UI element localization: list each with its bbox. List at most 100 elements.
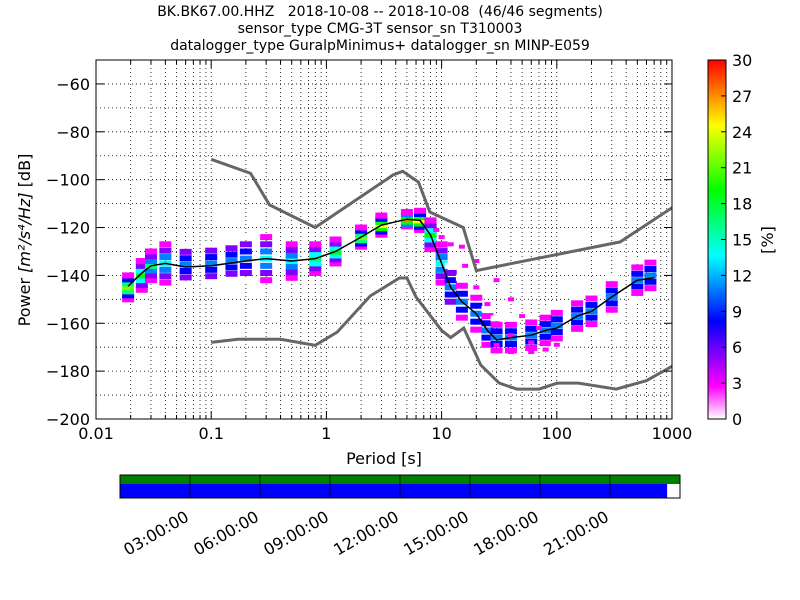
psd-cell	[585, 301, 598, 308]
psd-cell	[525, 351, 538, 358]
y-axis-label-suffix: [dB]	[15, 154, 34, 193]
colorbar-tick-label: 30	[732, 51, 752, 70]
psd-cell	[309, 260, 322, 267]
psd-cell	[605, 306, 618, 313]
psd-cell	[122, 276, 135, 283]
outlier-track	[433, 227, 535, 345]
coverage-tick-label: 15:00:00	[400, 507, 472, 559]
psd-cell	[329, 244, 342, 251]
psd-cell	[585, 314, 598, 321]
psd-cell	[205, 279, 218, 286]
psd-cell	[444, 262, 457, 269]
x-tick-label: 1	[321, 424, 331, 443]
psd-cell	[205, 260, 218, 267]
psd-cell	[135, 258, 148, 265]
psd-cell	[504, 321, 517, 328]
psd-cell	[285, 252, 298, 259]
psd-cell	[490, 353, 503, 360]
x-tick-label: 0.1	[198, 424, 223, 443]
colorbar-tick-label: 27	[732, 87, 752, 106]
colorbar-tick-label: 6	[732, 338, 742, 357]
outlier-cell	[458, 244, 465, 249]
psd-cell	[631, 258, 644, 265]
psd-cell	[135, 272, 148, 279]
x-tick-label: 1000	[652, 424, 693, 443]
outlier-cell	[473, 285, 480, 290]
psd-cell	[122, 288, 135, 295]
coverage-tick-label: 18:00:00	[470, 507, 542, 559]
psd-cell	[550, 329, 563, 336]
psd-cell	[539, 314, 552, 321]
psd-cell	[309, 265, 322, 272]
psd-cell	[122, 272, 135, 279]
psd-cell	[444, 305, 457, 312]
psd-cell	[260, 241, 273, 248]
psd-cell	[444, 298, 457, 305]
psd-cell	[375, 215, 388, 222]
psd-cell	[205, 273, 218, 280]
psd-cell	[605, 274, 618, 281]
psd-cell	[309, 250, 322, 257]
psd-cell	[122, 284, 135, 291]
psd-cell	[309, 270, 322, 277]
psd-cell	[239, 262, 252, 269]
psd-cell	[435, 241, 448, 248]
psd-cell	[159, 247, 172, 254]
psd-cell	[309, 246, 322, 253]
psd-cell	[375, 225, 388, 232]
psd-cell	[539, 333, 552, 340]
psd-cell	[444, 291, 457, 298]
psd-cell	[179, 242, 192, 249]
psd-cell	[329, 260, 342, 267]
psd-cell	[644, 259, 657, 266]
y-axis-label-units: [m²/s⁴/Hz]	[15, 192, 34, 272]
psd-cell	[631, 283, 644, 290]
psd-cell	[239, 234, 252, 241]
psd-cell	[414, 223, 427, 230]
psd-cell	[571, 325, 584, 332]
psd-cell	[631, 296, 644, 303]
psd-cell	[455, 282, 468, 289]
psd-cell	[525, 319, 538, 326]
psd-cell	[135, 281, 148, 288]
y-tick-label: −160	[46, 314, 90, 333]
psd-cell	[159, 254, 172, 261]
psd-cell	[179, 248, 192, 255]
colorbar: 0 3 6 9 12 15 18 21 24 27 30	[707, 51, 752, 429]
psd-cell	[225, 277, 238, 284]
psd-cell	[424, 241, 437, 248]
psd-cell	[239, 270, 252, 277]
psd-cell	[309, 241, 322, 248]
y-tick-label: −180	[46, 362, 90, 381]
psd-cell	[329, 236, 342, 243]
psd-cell	[260, 270, 273, 277]
psd-cell	[375, 228, 388, 235]
data-coverage-bar: 03:00:0006:00:0009:00:0012:00:0015:00:00…	[119, 474, 681, 559]
x-tick-label: 0.01	[78, 424, 114, 443]
psd-cell	[239, 248, 252, 255]
coverage-tick-label: 12:00:00	[330, 507, 402, 559]
psd-cell	[122, 296, 135, 303]
colorbar-tick-label: 18	[732, 195, 752, 214]
psd-cell	[490, 347, 503, 354]
outlier-cell	[438, 235, 445, 240]
psd-cell	[571, 300, 584, 307]
outlier-cell	[528, 340, 535, 345]
outlier-cell	[528, 349, 535, 354]
psd-cell	[375, 218, 388, 225]
data-layer	[122, 157, 672, 391]
psd-cell	[225, 238, 238, 245]
outlier-cell	[542, 347, 549, 352]
psd-cell	[205, 266, 218, 273]
colorbar-tick-label: 15	[732, 231, 752, 250]
y-axis-label-prefix: Power	[15, 273, 34, 326]
psd-cell	[455, 322, 468, 329]
psd-cell	[135, 262, 148, 269]
outlier-cell	[473, 259, 480, 264]
chart-title-line-2: sensor_type CMG-3T sensor_sn T310003	[237, 21, 523, 37]
colorbar-tick-label: 21	[732, 159, 752, 178]
psd-cell	[644, 285, 657, 292]
psd-cell	[122, 280, 135, 287]
psd-cell	[285, 241, 298, 248]
psd-cell	[435, 254, 448, 261]
